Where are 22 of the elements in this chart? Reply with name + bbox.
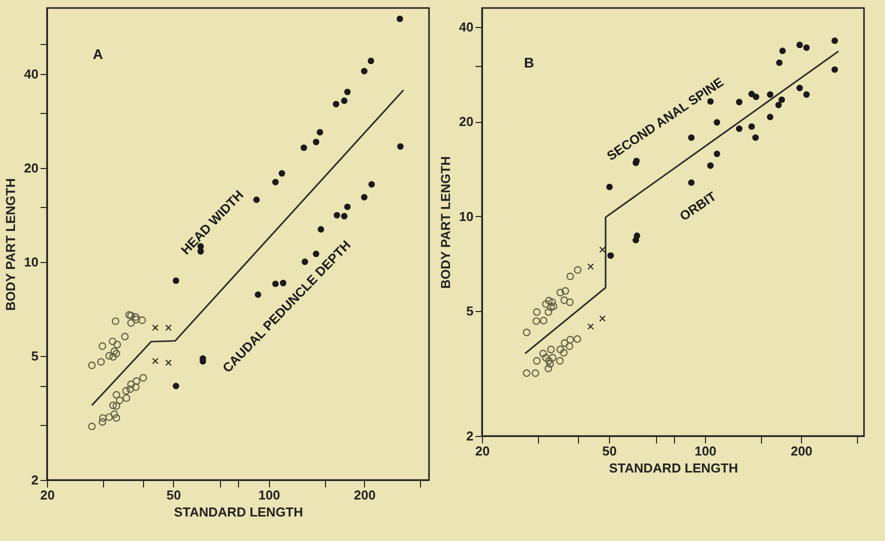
y-tick-label: 40 xyxy=(459,20,474,35)
y-tick-label: 5 xyxy=(31,348,38,364)
y-tick-label: 20 xyxy=(24,160,38,176)
x-axis-title: STANDARD LENGTH xyxy=(174,504,304,520)
x-axis-title: STANDARD LENGTH xyxy=(608,460,738,476)
y-tick-label: 10 xyxy=(24,254,38,270)
y-tick-label: 40 xyxy=(24,66,38,82)
y-tick-label: 2 xyxy=(466,428,474,444)
x-tick-label: 50 xyxy=(602,444,617,458)
y-tick-label: 5 xyxy=(466,303,474,318)
x-tick-label: 50 xyxy=(166,488,181,502)
x-tick-label: 200 xyxy=(354,488,376,502)
y-tick-label: 10 xyxy=(459,208,474,224)
y-tick-label: 2 xyxy=(31,472,38,488)
x-tick-label: 200 xyxy=(790,444,812,458)
annotation: B xyxy=(524,54,534,71)
y-tick-label: 20 xyxy=(459,114,474,130)
x-tick-label: 100 xyxy=(258,488,280,502)
x-tick-label: 100 xyxy=(694,444,716,458)
y-axis-title: BODY PART LENGTH xyxy=(3,178,18,311)
annotation: A xyxy=(92,46,103,62)
y-axis-title: BODY PART LENGTH xyxy=(438,156,454,289)
